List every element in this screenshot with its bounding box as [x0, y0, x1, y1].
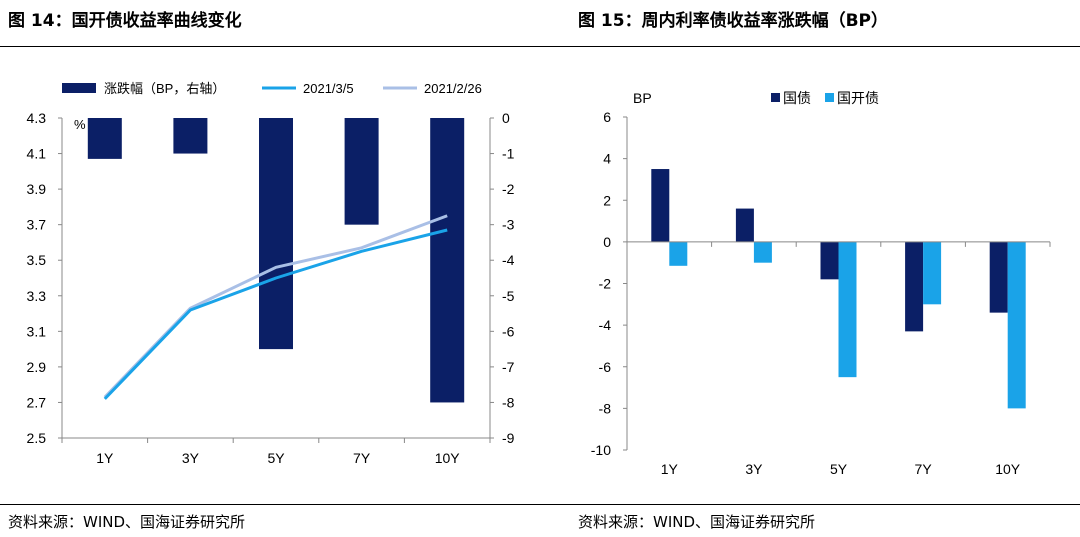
cdb-bond-bar: [669, 241, 688, 266]
y-tick-label: -10: [591, 442, 611, 458]
legend-label-line: 2021/3/5: [303, 81, 354, 96]
left-tick-label: 4.1: [27, 146, 47, 162]
left-chart-yield-curve: 4.3 4.1 3.9 3.7 3.5 3.3 3.1 2.9 2.7 2.5 0 -1 -2 -3 -4 -…: [27, 81, 515, 466]
legend-label-govt: 国债: [783, 90, 811, 106]
govt-bond-bar: [651, 169, 670, 242]
x-tick-label: 3Y: [182, 450, 200, 466]
left-tick-label: 2.9: [27, 359, 47, 375]
y-tick-label: -4: [599, 317, 612, 333]
cdb-bond-bar: [1007, 241, 1026, 409]
x-tick-label: 7Y: [353, 450, 371, 466]
left-tick-label: 3.9: [27, 181, 47, 197]
right-tick-label: -5: [502, 288, 515, 304]
legend-label-bar: 涨跌幅（BP，右轴）: [104, 81, 225, 96]
right-tick-label: -8: [502, 394, 515, 410]
x-tick-label: 10Y: [435, 450, 461, 466]
yield-line: [103, 228, 448, 400]
y-tick-label: 4: [603, 151, 611, 167]
left-figure-title: 图 14：国开债收益率曲线变化: [8, 11, 242, 31]
legend-label-cdb: 国开债: [837, 90, 879, 106]
x-tick-label: 5Y: [267, 450, 285, 466]
y-tick-label: -6: [599, 359, 612, 375]
left-tick-label: 2.7: [27, 394, 47, 410]
y-tick-label: 0: [603, 234, 611, 250]
bottom-rule: [0, 504, 1080, 505]
right-tick-label: -4: [502, 252, 515, 268]
change-bar: [430, 118, 465, 403]
change-bar: [87, 118, 122, 159]
right-tick-label: -9: [502, 430, 515, 446]
y-tick-label: 2: [603, 192, 611, 208]
right-tick-label: -3: [502, 217, 515, 233]
cdb-bond-bar: [923, 241, 942, 305]
right-tick-label: -7: [502, 359, 515, 375]
left-tick-label: 4.3: [27, 110, 47, 126]
left-source-note: 资料来源：WIND、国海证券研究所: [8, 513, 246, 531]
x-tick-label: 7Y: [915, 461, 933, 477]
x-tick-label: 5Y: [830, 461, 848, 477]
legend-swatch-govt: [771, 93, 780, 102]
y-tick-label: -8: [599, 400, 612, 416]
left-tick-label: 3.5: [27, 252, 47, 268]
y-tick-label: -2: [599, 276, 612, 292]
change-bar: [259, 118, 293, 350]
x-tick-label: 1Y: [661, 461, 679, 477]
cdb-bond-bar: [753, 241, 772, 263]
right-figure-title: 图 15：周内利率债收益率涨跌幅（BP）: [578, 11, 888, 31]
legend-label-line: 2021/2/26: [424, 81, 482, 96]
govt-bond-bar: [905, 241, 924, 332]
right-source-note: 资料来源：WIND、国海证券研究所: [578, 513, 816, 531]
right-tick-label: 0: [502, 110, 510, 126]
y-axis-unit: BP: [633, 90, 652, 106]
x-tick-label: 10Y: [995, 461, 1021, 477]
left-tick-label: 2.5: [27, 430, 47, 446]
change-bar: [173, 118, 208, 154]
govt-bond-bar: [989, 241, 1008, 313]
change-bar: [344, 118, 379, 225]
right-tick-label: -2: [502, 181, 515, 197]
x-tick-label: 3Y: [745, 461, 763, 477]
left-tick-label: 3.3: [27, 288, 47, 304]
legend-swatch-bar: [62, 83, 96, 93]
govt-bond-bar: [735, 208, 754, 242]
govt-bond-bar: [820, 241, 839, 280]
legend-swatch-cdb: [825, 93, 834, 102]
right-tick-label: -6: [502, 323, 515, 339]
right-tick-label: -1: [502, 146, 515, 162]
left-axis-unit: %: [74, 117, 86, 132]
cdb-bond-bar: [838, 241, 857, 378]
left-tick-label: 3.7: [27, 217, 47, 233]
y-tick-label: 6: [603, 109, 611, 125]
x-tick-label: 1Y: [96, 450, 114, 466]
left-tick-label: 3.1: [27, 323, 47, 339]
top-rule: [0, 46, 1080, 47]
